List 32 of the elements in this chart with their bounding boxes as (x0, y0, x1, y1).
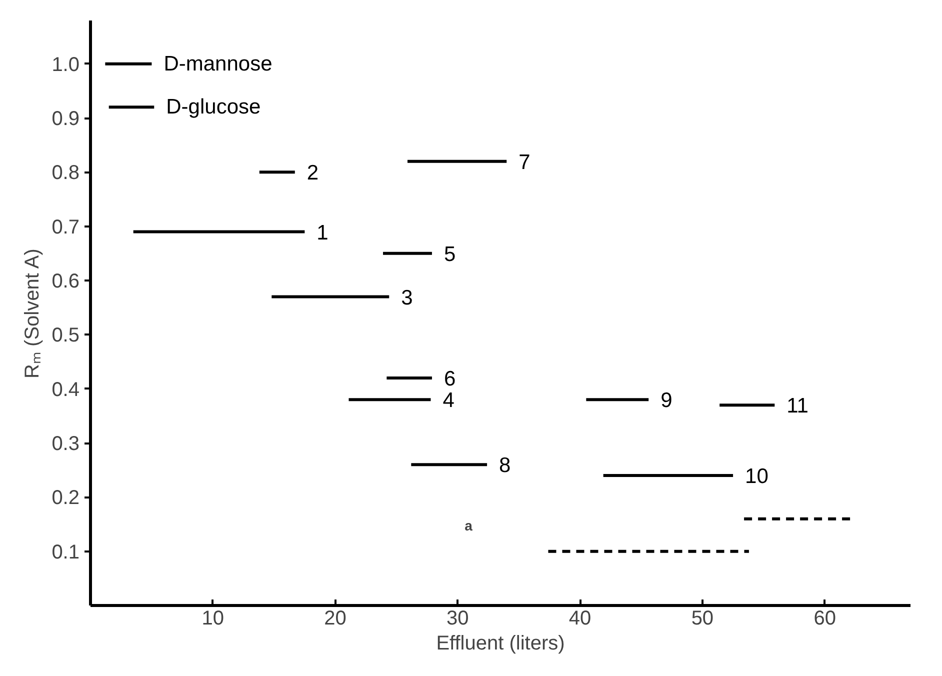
series-label: 5 (444, 242, 456, 266)
y-tick-label: 0.2 (52, 487, 80, 510)
series-label: 11 (786, 394, 808, 418)
x-axis-title: Effluent (liters) (436, 632, 565, 654)
series-label: 1 (316, 221, 328, 244)
y-tick-label: 1.0 (52, 54, 80, 76)
y-tick-label: 0.9 (52, 108, 80, 130)
y-axis-title: Rₘ (Solvent A) (22, 248, 44, 378)
y-tick-label: 0.4 (52, 378, 80, 401)
y-tick-label: 0.7 (52, 216, 80, 238)
series-label: 6 (444, 368, 456, 390)
y-tick-label: 0.6 (52, 270, 80, 292)
series-label: 7 (518, 150, 530, 174)
y-tick-label: 0.1 (52, 541, 80, 564)
y-tick-label: 0.5 (52, 324, 80, 347)
x-tick-label: 30 (446, 608, 469, 630)
y-tick-label: 0.3 (52, 433, 80, 455)
y-tick-label: 0.8 (52, 162, 80, 184)
series-label: 8 (499, 454, 511, 478)
series-label: D-glucose (166, 96, 261, 119)
series-label: 9 (660, 389, 672, 412)
annotation: a (464, 518, 473, 534)
series-label: D-mannose (164, 52, 272, 76)
x-tick-label: 50 (691, 608, 714, 630)
series-label: 10 (745, 465, 768, 488)
series-label: 4 (442, 389, 455, 412)
series-label: 3 (401, 286, 413, 310)
x-tick-label: 40 (568, 608, 592, 630)
x-tick-label: 10 (202, 608, 224, 630)
x-tick-label: 60 (814, 608, 836, 630)
x-tick-label: 20 (324, 608, 346, 630)
series-label: 2 (306, 162, 319, 185)
